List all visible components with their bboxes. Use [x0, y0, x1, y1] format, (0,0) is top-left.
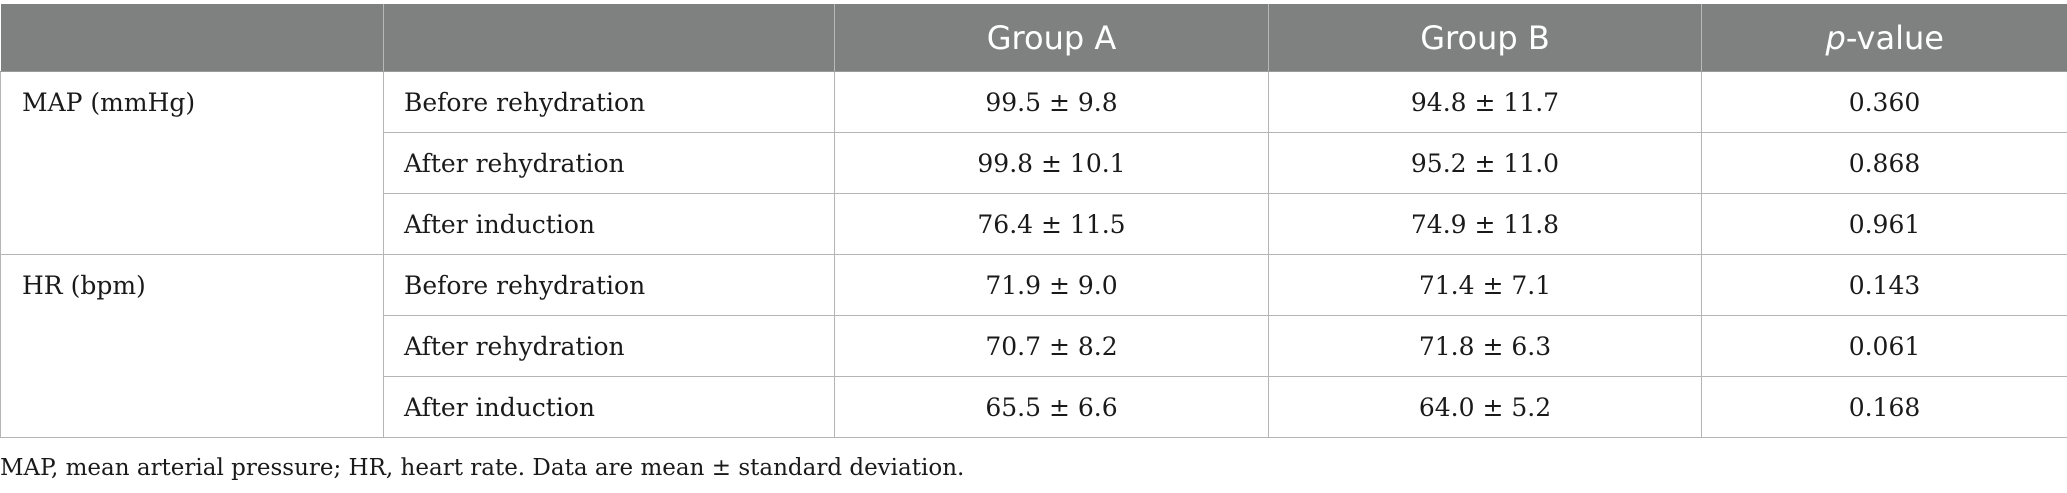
group-a-cell: 71.9 ± 9.0 [834, 254, 1269, 316]
p-value-cell: 0.961 [1701, 193, 2067, 255]
condition-cell: After induction [383, 376, 835, 438]
condition-cell: Before rehydration [383, 254, 835, 316]
condition-cell: After rehydration [383, 132, 835, 194]
group-a-cell: 65.5 ± 6.6 [834, 376, 1269, 438]
group-b-cell: 74.9 ± 11.8 [1268, 193, 1702, 255]
condition-cell: After rehydration [383, 315, 835, 377]
condition-cell: After induction [383, 193, 835, 255]
table-row: After rehydration 70.7 ± 8.2 71.8 ± 6.3 … [1, 315, 2067, 377]
p-value-cell: 0.168 [1701, 376, 2067, 438]
table-row: After induction 65.5 ± 6.6 64.0 ± 5.2 0.… [1, 376, 2067, 438]
group-a-cell: 99.8 ± 10.1 [834, 132, 1269, 194]
condition-cell: Before rehydration [383, 71, 835, 133]
group-a-cell: 76.4 ± 11.5 [834, 193, 1269, 255]
table-header: Group A Group B p-value [0, 4, 2067, 72]
table-row: After induction 76.4 ± 11.5 74.9 ± 11.8 … [1, 193, 2067, 255]
group-b-cell: 71.8 ± 6.3 [1268, 315, 1702, 377]
group-b-cell: 64.0 ± 5.2 [1268, 376, 1702, 438]
header-cell-group-a: Group A [834, 4, 1269, 72]
group-label-hr: HR (bpm) [0, 254, 384, 438]
group-b-cell: 71.4 ± 7.1 [1268, 254, 1702, 316]
table-body: MAP (mmHg) Before rehydration 99.5 ± 9.8… [0, 71, 2067, 438]
p-value-cell: 0.061 [1701, 315, 2067, 377]
group-a-cell: 99.5 ± 9.8 [834, 71, 1269, 133]
table-row: HR (bpm) Before rehydration 71.9 ± 9.0 7… [0, 254, 2067, 438]
header-row: Group A Group B p-value [0, 4, 2067, 72]
data-table: Group A Group B p-value MAP (mmHg) Befor… [0, 4, 2067, 438]
p-value-cell: 0.360 [1701, 71, 2067, 133]
header-cell-empty-1 [0, 4, 384, 72]
header-cell-p-value: p-value [1701, 4, 2067, 72]
group-a-cell: 70.7 ± 8.2 [834, 315, 1269, 377]
group-label-map: MAP (mmHg) [0, 71, 384, 255]
data-table-container: Group A Group B p-value MAP (mmHg) Befor… [0, 4, 2067, 438]
group-b-cell: 94.8 ± 11.7 [1268, 71, 1702, 133]
group-b-cell: 95.2 ± 11.0 [1268, 132, 1702, 194]
header-cell-empty-2 [383, 4, 835, 72]
p-value-italic-p: p [1825, 18, 1846, 57]
table-footnote: MAP, mean arterial pressure; HR, heart r… [0, 455, 965, 481]
table-row: After rehydration 99.8 ± 10.1 95.2 ± 11.… [1, 132, 2067, 194]
header-cell-group-b: Group B [1268, 4, 1702, 72]
p-value-cell: 0.143 [1701, 254, 2067, 316]
p-value-cell: 0.868 [1701, 132, 2067, 194]
table-row: MAP (mmHg) Before rehydration 99.5 ± 9.8… [0, 71, 2067, 255]
p-value-suffix: -value [1845, 18, 1944, 57]
